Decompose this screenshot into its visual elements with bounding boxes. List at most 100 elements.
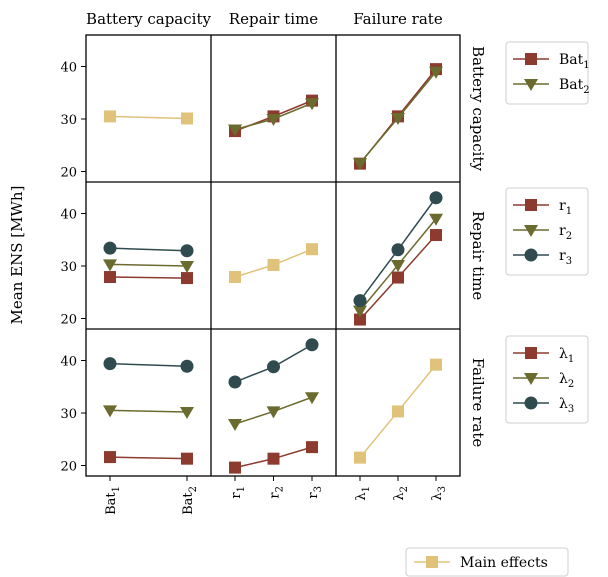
y-tick-label: 30 xyxy=(60,260,77,275)
x-tick-label-subscript: 1 xyxy=(111,486,122,492)
interaction-fail-bat-level-3-point-1 xyxy=(103,357,117,371)
legend-lower-entry-1-label: λ1 xyxy=(559,346,574,365)
interaction-fail-rep-level-2-point-2 xyxy=(266,406,281,419)
column-titles: Battery capacity Repair time Failure rate xyxy=(86,10,443,28)
legend-middle-entry-1-label-subscript: 1 xyxy=(566,206,572,217)
interaction-rep-fail-level-3 xyxy=(353,191,443,308)
x-tick-label-subscript: 1 xyxy=(236,486,247,492)
legend-middle-entry-1-label-base: r xyxy=(559,198,566,214)
main-effect-rep-point-2 xyxy=(267,258,280,271)
legend-lower-entry-3-marker xyxy=(524,396,538,410)
interaction-fail-bat-level-2-point-1 xyxy=(103,405,117,418)
legend-top-entry-2-label-subscript: 2 xyxy=(583,85,589,96)
x-tick-label-base: λ xyxy=(392,492,407,500)
legend-middle-entry-1-label: r1 xyxy=(559,198,572,217)
panels-grid xyxy=(85,34,461,477)
main-effect-rep-point-1 xyxy=(229,271,241,284)
legend-lower-entry-2-label-base: λ xyxy=(559,371,568,387)
legend-lower-entry-3-label-base: λ xyxy=(559,396,568,412)
legend-lower-box xyxy=(505,335,589,424)
y-ticks: 20 30 40 20 30 40 20 30 40 xyxy=(60,61,86,475)
row-title-rep: Repair time xyxy=(469,211,487,301)
main-effect-bat-point-1 xyxy=(104,110,116,123)
row-titles: Battery capacity Repair time Failure rate xyxy=(469,46,487,447)
interaction-fail-bat-level-3-point-2 xyxy=(180,359,194,373)
legend-middle-entry-2-label-base: r xyxy=(559,223,566,239)
x-tick-label-base: λ xyxy=(354,492,369,500)
legend-main-effects-entry-label: Main effects xyxy=(460,555,548,571)
interaction-fail-rep-level-1 xyxy=(229,441,318,474)
x-tick-label-fail-2: λ2 xyxy=(392,486,410,501)
interaction-rep-fail-level-1-point-2 xyxy=(392,271,404,284)
interaction-fail-bat-level-1 xyxy=(104,451,193,465)
main-effect-bat-line xyxy=(109,115,188,120)
y-tick-label: 20 xyxy=(60,460,77,475)
legend-top-entry-1-label-subscript: 1 xyxy=(583,60,589,71)
x-tick-label-base: r xyxy=(268,492,283,499)
x-tick-label-subscript: 2 xyxy=(188,486,199,492)
interaction-bat-fail-level-2-point-2 xyxy=(391,112,405,125)
row-title-bat: Battery capacity xyxy=(469,46,487,171)
main-effect-bat xyxy=(104,110,193,125)
interaction-fail-rep-level-3 xyxy=(228,338,319,389)
legend-middle-entry-1-marker xyxy=(525,199,537,211)
interaction-fail-rep-level-3-point-2 xyxy=(267,360,280,374)
interaction-fail-bat-level-3-line xyxy=(109,362,188,368)
legend-lower-entry-2-label-subscript: 2 xyxy=(568,379,574,390)
interaction-bat-rep-level-2 xyxy=(228,98,319,137)
legend-lower-entry-1-label-base: λ xyxy=(559,346,568,362)
interaction-fail-rep-level-2-point-1 xyxy=(228,419,242,432)
interaction-fail-bat-level-1-line xyxy=(109,456,188,460)
interaction-rep-fail-level-3-point-2 xyxy=(391,243,405,257)
interaction-rep-fail-level-1-point-1 xyxy=(354,313,366,326)
x-tick-label-subscript: 2 xyxy=(275,486,286,492)
interaction-rep-bat-level-3-line xyxy=(109,247,188,252)
interaction-rep-fail-level-3-point-3 xyxy=(429,191,443,205)
x-tick-label-rep-2: r2 xyxy=(268,486,286,499)
x-tick-label-base: r xyxy=(229,492,244,499)
x-tick-label-fail-1: λ1 xyxy=(354,486,372,501)
interaction-fail-rep-level-1-point-1 xyxy=(229,461,241,474)
interaction-fail-bat-level-1-point-2 xyxy=(181,452,193,465)
column-title-fail: Failure rate xyxy=(353,10,443,28)
main-effect-fail-point-1 xyxy=(354,451,366,464)
interaction-rep-fail-level-2-point-2 xyxy=(391,259,405,272)
interaction-rep-bat-level-2-point-1 xyxy=(103,259,117,272)
interaction-bat-rep-level-2-point-2 xyxy=(266,114,281,126)
interaction-rep-bat-level-2-point-2 xyxy=(180,261,194,273)
x-tick-label-base: Bat xyxy=(181,492,196,515)
legend-middle-entry-3-label: r3 xyxy=(559,248,572,267)
interaction-rep-fail-level-2-point-1 xyxy=(353,305,367,318)
legend-lower-entry-2-marker xyxy=(524,373,538,385)
column-title-bat: Battery capacity xyxy=(86,10,211,28)
legend-lower-entry-3-label: λ3 xyxy=(559,396,574,415)
legend-main-effects: Main effects xyxy=(405,547,569,577)
legend-top-entry-1-label-base: Bat xyxy=(559,52,584,68)
x-tick-label-subscript: 1 xyxy=(361,486,372,492)
interaction-fail-rep-level-1-point-2 xyxy=(267,452,280,465)
interaction-rep-fail-level-3-point-1 xyxy=(353,294,367,308)
x-tick-label-base: r xyxy=(306,492,321,499)
interaction-rep-bat-level-1-point-2 xyxy=(181,272,193,285)
interaction-bat-fail-level-2 xyxy=(353,66,443,171)
interaction-bat-fail-level-2-point-3 xyxy=(429,66,443,79)
legend-middle-box xyxy=(505,187,589,276)
y-tick-label: 40 xyxy=(60,61,77,76)
interaction-rep-bat-level-3 xyxy=(103,241,194,258)
legend-lower-entry-2-label: λ2 xyxy=(559,371,574,390)
interaction-bat-fail-level-2-point-1 xyxy=(353,158,367,171)
x-tick-label-base: λ xyxy=(430,492,445,500)
x-tick-label-bat-1: Bat1 xyxy=(104,486,122,515)
main-effect-rep xyxy=(229,243,318,284)
interaction-rep-bat-level-1 xyxy=(104,271,193,285)
interaction-fail-rep-level-3-point-3 xyxy=(305,338,319,352)
interaction-fail-bat-level-3 xyxy=(103,357,194,373)
legend-top-entry-1-label: Bat1 xyxy=(559,52,590,71)
legend-middle-entry-2-label: r2 xyxy=(559,223,572,242)
legend-lower-entry-1-marker xyxy=(525,347,537,359)
main-effect-fail xyxy=(354,358,442,464)
